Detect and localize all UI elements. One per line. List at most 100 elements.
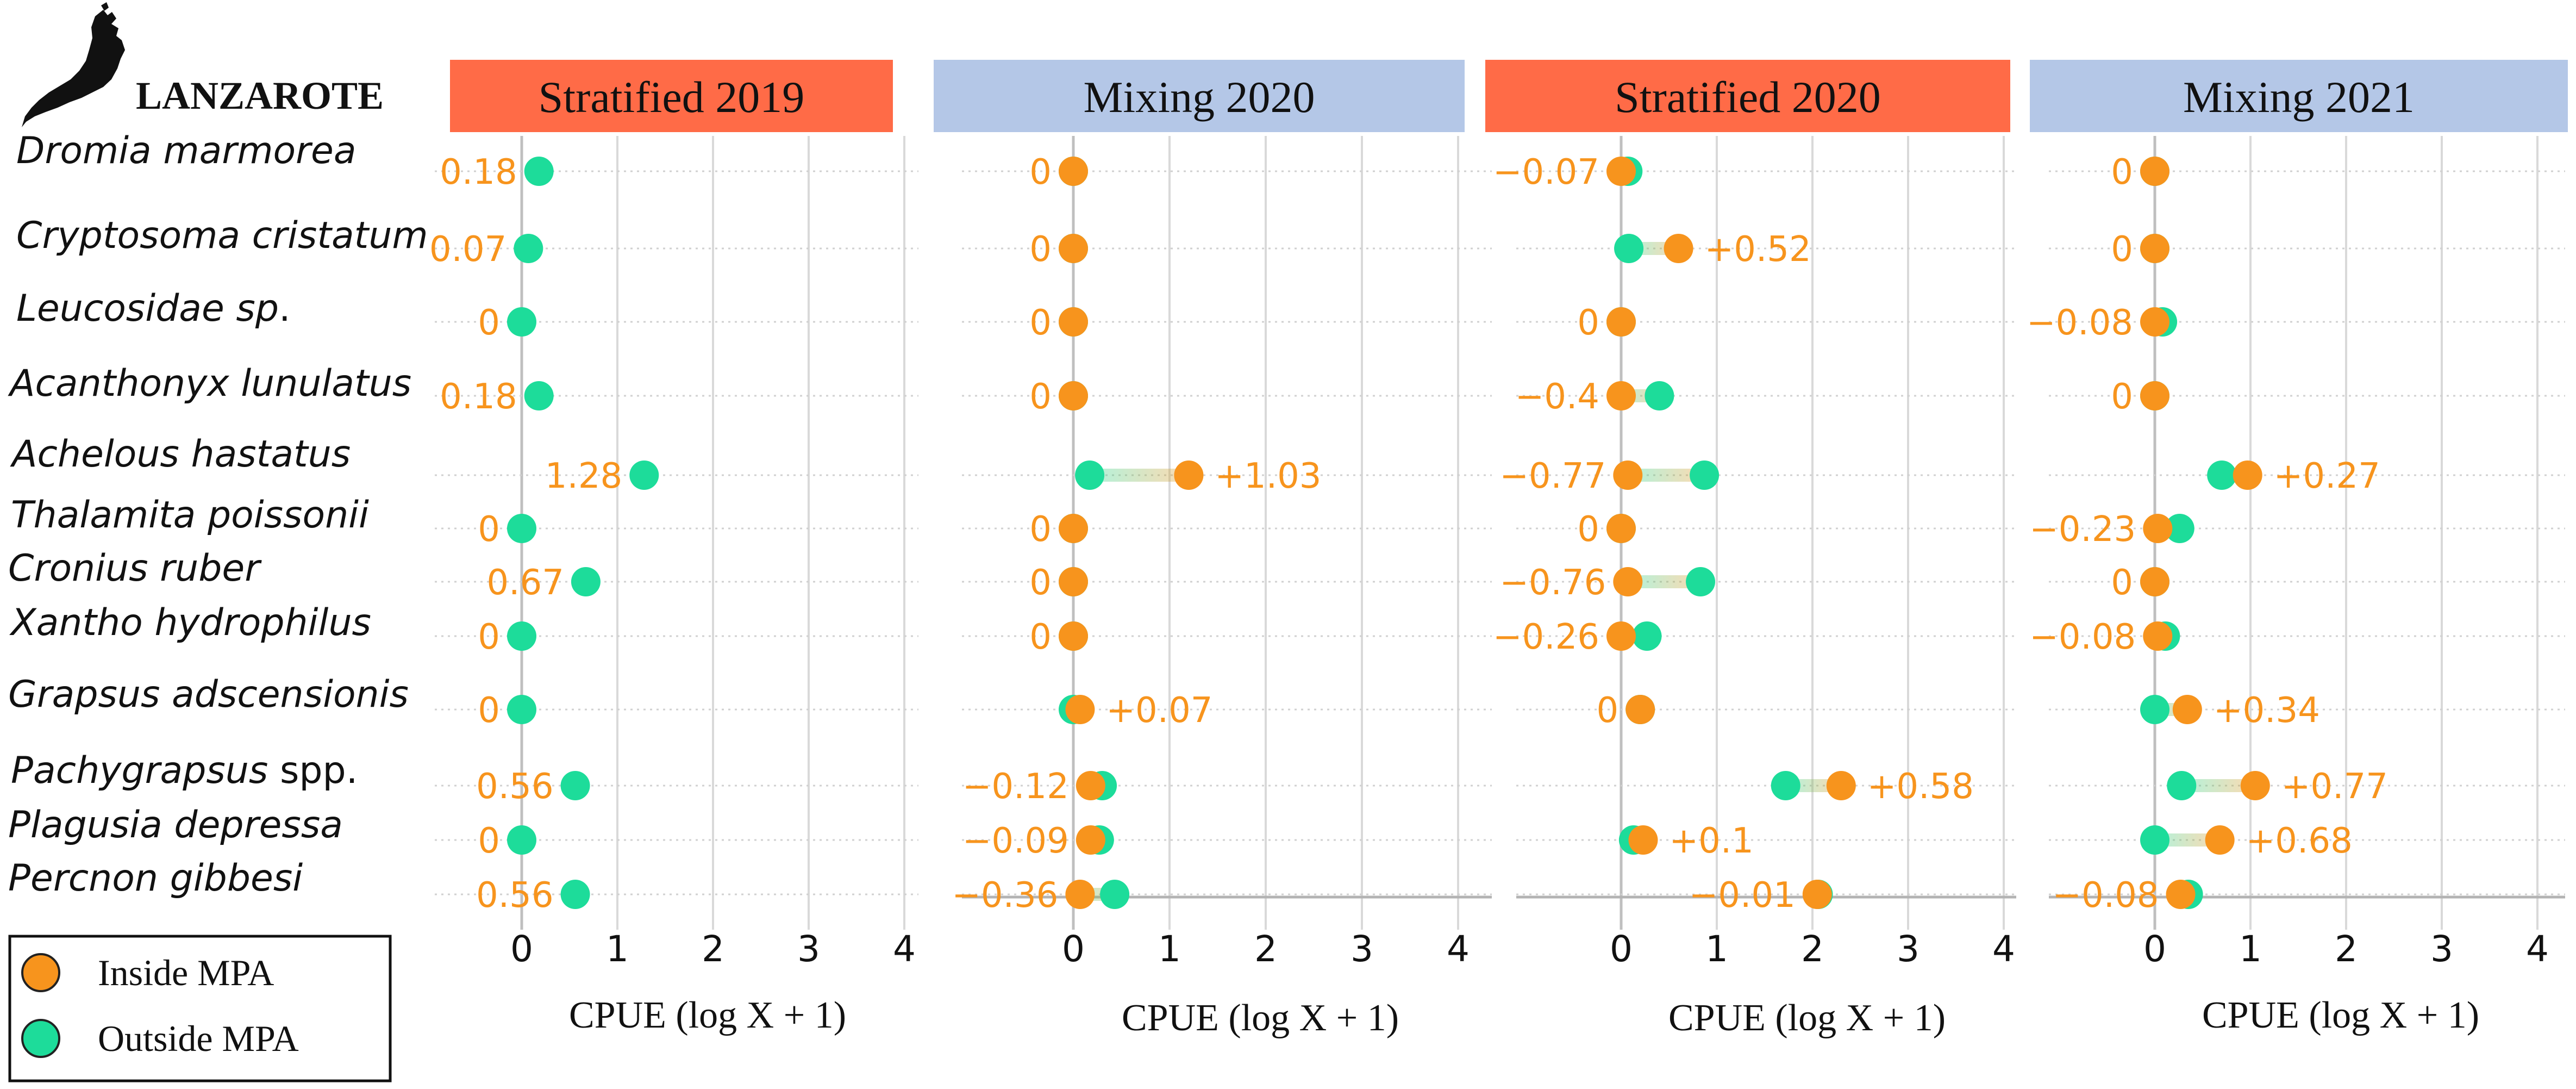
data-row: 0 [2111,152,2169,192]
x-tick-label: 0 [2143,928,2166,970]
species-label: Xantho hydrophilus [9,601,371,644]
data-label: +0.07 [1106,690,1212,731]
inside-mpa-point [1606,381,1636,410]
data-label: 0 [1029,152,1052,192]
inside-mpa-point [1076,771,1105,800]
panel-title: Mixing 2020 [1084,72,1315,122]
x-tick-label: 4 [2526,928,2549,970]
data-row: 0 [478,617,536,657]
inside-mpa-point [1664,234,1693,263]
inside-mpa-point [1613,461,1643,490]
data-row: +1.03 [1075,456,1322,496]
data-row: −0.01 [1689,875,1833,916]
inside-mpa-point [1606,621,1636,651]
data-label: 0 [478,303,500,343]
x-tick-label: 0 [1610,928,1633,970]
inside-mpa-point [2140,307,2169,337]
data-label: 0 [1029,229,1052,270]
legend-inside-label: Inside MPA [98,952,274,993]
inside-mpa-point [1059,157,1088,186]
panel-3: Mixing 2021 0 1 2 3 4 CPUE (log X + 1) 0 0 −0.08 0… [2027,60,2568,1036]
panel-title: Stratified 2020 [1615,72,1881,122]
panel-1: Mixing 2020 0 1 2 3 4 CPUE (log X + 1) 0 0 0 0 +1.0… [934,60,1492,1039]
legend-inside-marker [21,953,60,992]
data-row: 0 [1029,617,1088,657]
outside-mpa-point [2140,825,2169,855]
data-row: 0 [1596,690,1655,731]
data-row: +0.68 [2140,821,2353,861]
panel-header [934,60,1465,132]
inside-mpa-point [2166,880,2196,909]
species-suffix: spp. [280,749,358,792]
panel-header [2030,60,2568,132]
outside-mpa-point [1645,381,1674,410]
inside-mpa-point [2240,771,2270,800]
panel-title: Mixing 2021 [2183,72,2415,122]
outside-mpa-point [571,567,601,596]
data-row: 0 [2111,377,2169,417]
inside-mpa-point [2140,157,2169,186]
data-row: 0 [1029,509,1088,550]
outside-mpa-point [514,234,543,263]
data-label: +0.1 [1669,821,1753,861]
outside-mpa-point [2207,461,2237,490]
data-label: 1.28 [545,456,623,496]
data-label: 0 [1029,617,1052,657]
data-row: 0 [478,690,536,731]
species-label: Acanthonyx lunulatus [8,362,411,405]
data-row: 0 [478,303,536,343]
outside-mpa-point [1632,621,1662,651]
inside-mpa-point [1059,381,1088,410]
panel-2: Stratified 2020 0 1 2 3 4 CPUE (log X + 1) −0.0… [1485,60,2016,1039]
inside-mpa-point [2172,695,2202,724]
species-label: Thalamita poissonii [11,494,369,537]
data-row: 0.67 [486,563,601,603]
data-label: +1.03 [1215,456,1321,496]
outside-mpa-point [507,621,536,651]
outside-mpa-point [1690,461,1720,490]
inside-mpa-point [1059,234,1088,263]
outside-mpa-point [507,825,536,855]
species-suffix: . [279,287,291,330]
data-row: 0.18 [440,152,554,192]
inside-mpa-point [2140,567,2169,596]
x-tick-label: 3 [797,928,820,970]
species-label: Dromia marmorea [16,129,357,172]
data-row: 0.56 [476,767,590,807]
data-label: +0.34 [2214,690,2320,731]
data-row: 0 [1029,303,1088,343]
data-label: −0.77 [1499,456,1606,496]
outside-mpa-point [1771,771,1800,800]
data-label: −0.23 [2029,509,2136,550]
data-row: +0.27 [2207,456,2380,496]
connector-line [1090,469,1189,482]
data-label: 0 [1577,509,1599,550]
data-row: −0.23 [2029,509,2194,550]
x-axis-label: CPUE (log X + 1) [1122,997,1399,1039]
inside-mpa-point [1606,307,1636,337]
data-label: 0 [1029,377,1052,417]
species-label: Percnon gibbesi [8,857,303,900]
outside-mpa-point [507,695,536,724]
data-row: 0 [1029,229,1088,270]
x-tick-label: 0 [1062,928,1085,970]
species-genus: Leucosidae sp [16,287,279,330]
legend-outside-marker [21,1019,60,1058]
inside-mpa-point [2140,381,2169,410]
x-tick-label: 3 [1897,928,1920,970]
island-silhouette-icon [22,2,125,127]
inside-mpa-point [1613,567,1643,596]
x-tick-label: 2 [2335,928,2358,970]
data-row: +0.34 [2140,690,2320,731]
data-row: 0 [1577,509,1636,550]
outside-mpa-point [524,381,554,410]
data-label: 0.18 [440,152,517,192]
data-row: +0.77 [2167,767,2388,807]
data-row: −0.07 [1493,152,1643,192]
outside-mpa-point [1075,461,1105,490]
data-label: 0 [478,617,500,657]
inside-mpa-point [1826,771,1856,800]
species-label: Plagusia depressa [8,804,343,847]
outside-mpa-point [2167,771,2197,800]
